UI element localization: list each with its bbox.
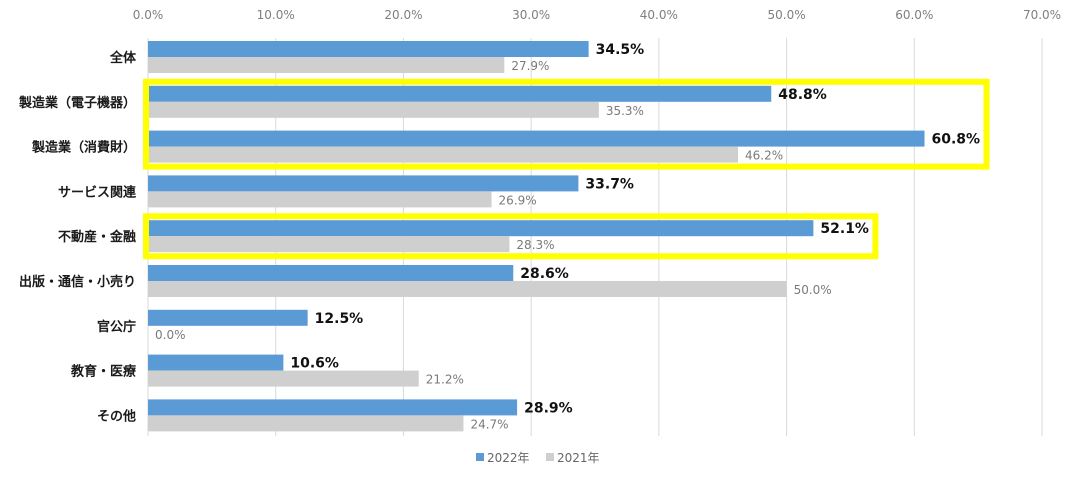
data-label-2021: 24.7%: [470, 417, 508, 431]
bar-2021: [148, 146, 739, 163]
category-label: 官公庁: [97, 319, 136, 335]
bar-2021: [148, 191, 492, 208]
x-tick-label: 60.0%: [895, 8, 933, 22]
data-label-2022: 28.6%: [520, 266, 569, 282]
category-label: 製造業（消費財）: [31, 140, 136, 156]
x-tick-label: 30.0%: [512, 8, 550, 22]
x-tick-label: 20.0%: [384, 8, 422, 22]
legend-label-2021: 2021年: [557, 451, 600, 465]
bar-2022: [148, 130, 925, 147]
bar-2022: [148, 265, 514, 281]
category-label: 出版・通信・小売り: [19, 274, 136, 290]
data-label-2021: 50.0%: [794, 283, 832, 297]
data-label-2021: 26.9%: [499, 193, 537, 207]
highlight-box: [143, 78, 990, 170]
x-tick-label: 70.0%: [1023, 8, 1061, 22]
bars: 34.5% 27.9% 48.8% 35.3% 60.8% 46.2% 33.7% 26.9%…: [148, 41, 981, 432]
x-axis-ticks: 0.0% 10.0% 20.0% 30.0% 40.0% 50.0% 60.0% 70.0%: [133, 8, 1061, 22]
data-label-2022: 52.1%: [820, 221, 869, 237]
bar-2021: [148, 281, 787, 297]
data-label-2021: 0.0%: [155, 328, 186, 342]
legend: 2022年 2021年: [476, 451, 600, 465]
category-label: 全体: [109, 50, 137, 66]
data-label-2022: 48.8%: [778, 87, 827, 103]
bar-2022: [148, 399, 518, 416]
data-label-2021: 21.2%: [426, 373, 464, 387]
data-label-2021: 35.3%: [606, 104, 644, 118]
bar-2021: [148, 101, 599, 118]
bar-2021: [148, 236, 510, 253]
bar-2022: [148, 85, 772, 102]
bar-2021: [148, 57, 505, 73]
category-label: 不動産・金融: [58, 229, 136, 245]
data-label-2022: 33.7%: [585, 176, 634, 192]
data-label-2022: 34.5%: [596, 42, 645, 58]
data-label-2022: 12.5%: [315, 311, 364, 327]
bar-2022: [148, 41, 589, 57]
data-label-2021: 28.3%: [516, 238, 554, 252]
highlight-boxes: [143, 78, 990, 260]
bar-2022: [148, 354, 284, 371]
bar-2021: [148, 415, 464, 432]
legend-swatch-2021: [546, 453, 554, 461]
category-label: 製造業（電子機器）: [18, 95, 136, 111]
bar-2022: [148, 309, 308, 326]
data-label-2022: 10.6%: [290, 356, 339, 372]
data-label-2021: 27.9%: [511, 59, 549, 73]
data-label-2022: 28.9%: [524, 400, 573, 416]
category-label: その他: [97, 408, 136, 424]
bar-2022: [148, 220, 814, 237]
bar-2022: [148, 175, 579, 192]
data-label-2022: 60.8%: [932, 132, 981, 148]
category-label: サービス関連: [58, 184, 137, 200]
legend-swatch-2022: [476, 453, 484, 461]
bar-2021: [148, 370, 419, 387]
category-label: 教育・医療: [70, 364, 137, 380]
x-tick-label: 50.0%: [768, 8, 806, 22]
highlight-box: [143, 213, 879, 260]
data-label-2021: 46.2%: [745, 149, 783, 163]
x-tick-label: 40.0%: [640, 8, 678, 22]
legend-label-2022: 2022年: [487, 451, 530, 465]
x-tick-label: 10.0%: [257, 8, 295, 22]
x-tick-label: 0.0%: [133, 8, 164, 22]
